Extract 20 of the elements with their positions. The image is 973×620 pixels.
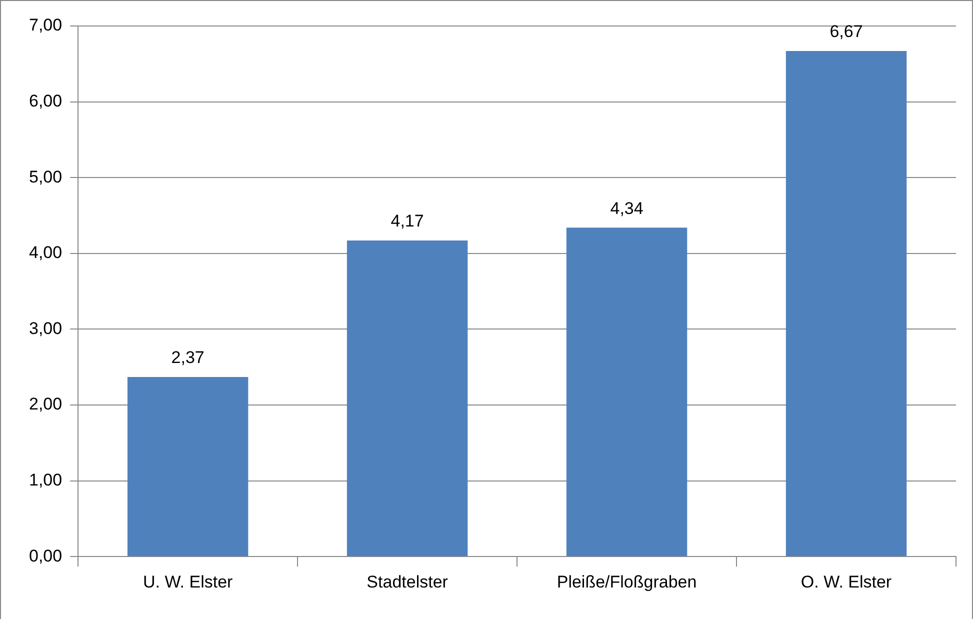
data-label: 4,17: [390, 212, 424, 231]
y-tick-label: 7,00: [28, 16, 62, 35]
bar: [566, 228, 688, 556]
y-tick-label: 3,00: [28, 318, 62, 338]
y-tick-label: 4,00: [28, 243, 62, 262]
y-tick-label: 1,00: [28, 470, 62, 490]
x-tick-label: Stadtelster: [366, 572, 448, 592]
y-tick-label: 6,00: [28, 91, 62, 110]
x-tick-label: U. W. Elster: [142, 572, 234, 592]
x-tick-label: O. W. Elster: [800, 572, 892, 592]
bar: [127, 376, 248, 556]
x-tick-label: Pleiße/Floßgraben: [556, 572, 697, 592]
y-tick-label: 0,00: [28, 546, 62, 566]
y-tick-label: 2,00: [28, 394, 62, 414]
bar: [786, 51, 907, 556]
data-label: 2,37: [171, 348, 204, 368]
data-label: 6,67: [830, 22, 863, 42]
y-tick-label: 5,00: [28, 167, 62, 186]
bar: [346, 240, 468, 556]
data-label: 4,34: [610, 198, 644, 218]
